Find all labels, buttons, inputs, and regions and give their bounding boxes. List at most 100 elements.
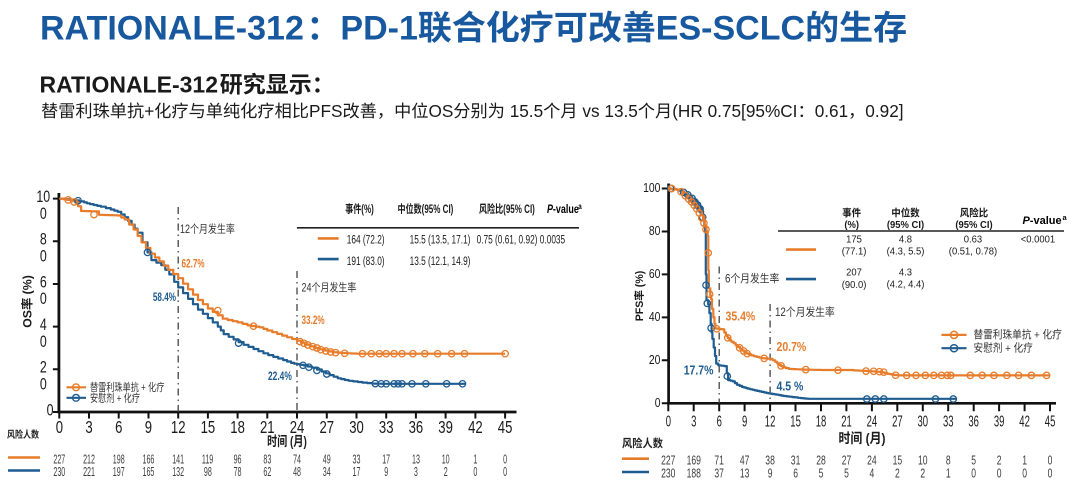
svg-text:2: 2 bbox=[997, 454, 1002, 468]
svg-text:0.0035: 0.0035 bbox=[540, 234, 566, 247]
svg-text:12: 12 bbox=[765, 412, 776, 430]
svg-text:0.75: 0.75 bbox=[477, 234, 493, 247]
svg-text:17: 17 bbox=[353, 466, 361, 480]
svg-text:39: 39 bbox=[438, 418, 453, 437]
svg-text:PD-1: PD-1 bbox=[340, 10, 417, 48]
svg-text:35.4%: 35.4% bbox=[726, 311, 756, 324]
svg-text:42: 42 bbox=[1019, 412, 1030, 430]
svg-text:0: 0 bbox=[40, 205, 47, 223]
svg-text:(4.3,: (4.3, bbox=[887, 246, 906, 258]
svg-text:38: 38 bbox=[765, 454, 775, 468]
svg-text:33: 33 bbox=[379, 418, 394, 437]
svg-text:45: 45 bbox=[498, 418, 513, 437]
svg-text:14.9): 14.9) bbox=[452, 256, 471, 269]
svg-text:15: 15 bbox=[201, 418, 216, 437]
svg-text:28: 28 bbox=[816, 454, 826, 468]
svg-text:(0.51,: (0.51, bbox=[949, 246, 973, 258]
svg-text:166: 166 bbox=[143, 454, 155, 468]
svg-text:(: ( bbox=[866, 430, 871, 446]
svg-text:6: 6 bbox=[115, 418, 122, 437]
svg-text:191: 191 bbox=[347, 256, 361, 269]
svg-text:15.5: 15.5 bbox=[410, 234, 426, 247]
svg-text:175: 175 bbox=[846, 234, 862, 246]
svg-text:(%): (%) bbox=[21, 275, 35, 294]
svg-text:CI): CI) bbox=[524, 204, 535, 217]
svg-text:4.8: 4.8 bbox=[899, 234, 913, 246]
svg-text:165: 165 bbox=[143, 466, 155, 480]
svg-text:0: 0 bbox=[56, 418, 63, 437]
svg-text:230: 230 bbox=[53, 466, 65, 480]
svg-text:33.2%: 33.2% bbox=[302, 315, 325, 328]
svg-text:(%): (%) bbox=[844, 220, 859, 232]
svg-text:74: 74 bbox=[293, 454, 301, 468]
svg-text:0.92): 0.92) bbox=[519, 234, 538, 247]
svg-text:1: 1 bbox=[473, 454, 477, 468]
svg-text:188: 188 bbox=[687, 467, 701, 481]
svg-text:12: 12 bbox=[180, 224, 190, 236]
svg-text:13: 13 bbox=[740, 467, 750, 481]
svg-text:31: 31 bbox=[791, 454, 801, 468]
svg-text:227: 227 bbox=[661, 454, 675, 468]
svg-text:(90.0): (90.0) bbox=[842, 279, 867, 291]
svg-text:24: 24 bbox=[867, 412, 878, 430]
svg-text:RATIONALE-312: RATIONALE-312 bbox=[40, 10, 304, 48]
svg-text:(%): (%) bbox=[361, 204, 373, 217]
svg-text:100: 100 bbox=[643, 181, 661, 195]
svg-text:71: 71 bbox=[714, 454, 724, 468]
svg-text:9: 9 bbox=[145, 418, 152, 437]
svg-text:18: 18 bbox=[230, 418, 245, 437]
svg-text:1: 1 bbox=[1022, 454, 1027, 468]
svg-text:10: 10 bbox=[442, 454, 450, 468]
svg-text:20: 20 bbox=[649, 353, 661, 367]
svg-text:a: a bbox=[578, 202, 582, 211]
svg-text:P: P bbox=[1023, 215, 1031, 227]
svg-text:33: 33 bbox=[943, 412, 954, 430]
svg-text:-value: -value bbox=[1030, 215, 1062, 227]
svg-text:83: 83 bbox=[263, 454, 271, 468]
svg-text:0: 0 bbox=[666, 412, 671, 430]
svg-text:3: 3 bbox=[85, 418, 92, 437]
svg-text:0.61: 0.61 bbox=[815, 101, 848, 121]
svg-text:(77.1): (77.1) bbox=[842, 246, 867, 258]
svg-text:0: 0 bbox=[1048, 454, 1053, 468]
svg-text:62.7%: 62.7% bbox=[182, 258, 205, 271]
svg-text:0.78): 0.78) bbox=[976, 246, 998, 258]
svg-text:RATIONALE-312: RATIONALE-312 bbox=[40, 72, 219, 98]
svg-text:vs: vs bbox=[582, 101, 599, 121]
svg-text:(83.0): (83.0) bbox=[363, 256, 385, 269]
svg-text:-value: -value bbox=[553, 204, 579, 216]
svg-text:0: 0 bbox=[47, 402, 54, 420]
svg-text:(HR: (HR bbox=[672, 101, 703, 121]
svg-text:(95%: (95% bbox=[955, 220, 977, 232]
svg-text:0.63: 0.63 bbox=[964, 234, 983, 246]
svg-text:0: 0 bbox=[40, 248, 47, 266]
svg-text:24: 24 bbox=[302, 283, 312, 295]
svg-text:5: 5 bbox=[971, 454, 976, 468]
svg-text:5: 5 bbox=[819, 467, 824, 481]
svg-text:15: 15 bbox=[790, 412, 801, 430]
svg-text:8: 8 bbox=[946, 454, 951, 468]
svg-text:230: 230 bbox=[661, 467, 675, 481]
svg-text:10: 10 bbox=[918, 454, 928, 468]
svg-text:(95%: (95% bbox=[422, 204, 441, 217]
svg-text:3: 3 bbox=[414, 466, 418, 480]
svg-text:39: 39 bbox=[994, 412, 1005, 430]
svg-text:0: 0 bbox=[655, 396, 661, 410]
svg-text:2: 2 bbox=[444, 466, 448, 480]
svg-text:21: 21 bbox=[841, 412, 852, 430]
svg-text:+: + bbox=[1005, 342, 1011, 355]
svg-text:CI): CI) bbox=[912, 220, 925, 232]
svg-text:9: 9 bbox=[384, 466, 388, 480]
svg-text:(95%: (95% bbox=[887, 220, 909, 232]
svg-text:<0.0001: <0.0001 bbox=[1021, 234, 1056, 246]
svg-text:98: 98 bbox=[204, 466, 212, 480]
svg-text:(12.1,: (12.1, bbox=[428, 256, 449, 269]
svg-text:CI): CI) bbox=[980, 220, 993, 232]
svg-text:3: 3 bbox=[691, 412, 696, 430]
svg-text:45: 45 bbox=[1045, 412, 1056, 430]
svg-text:6: 6 bbox=[40, 274, 47, 292]
svg-text:1: 1 bbox=[946, 467, 951, 481]
svg-text:6: 6 bbox=[725, 273, 730, 286]
svg-text:27: 27 bbox=[892, 412, 903, 430]
svg-text:119: 119 bbox=[202, 454, 214, 468]
